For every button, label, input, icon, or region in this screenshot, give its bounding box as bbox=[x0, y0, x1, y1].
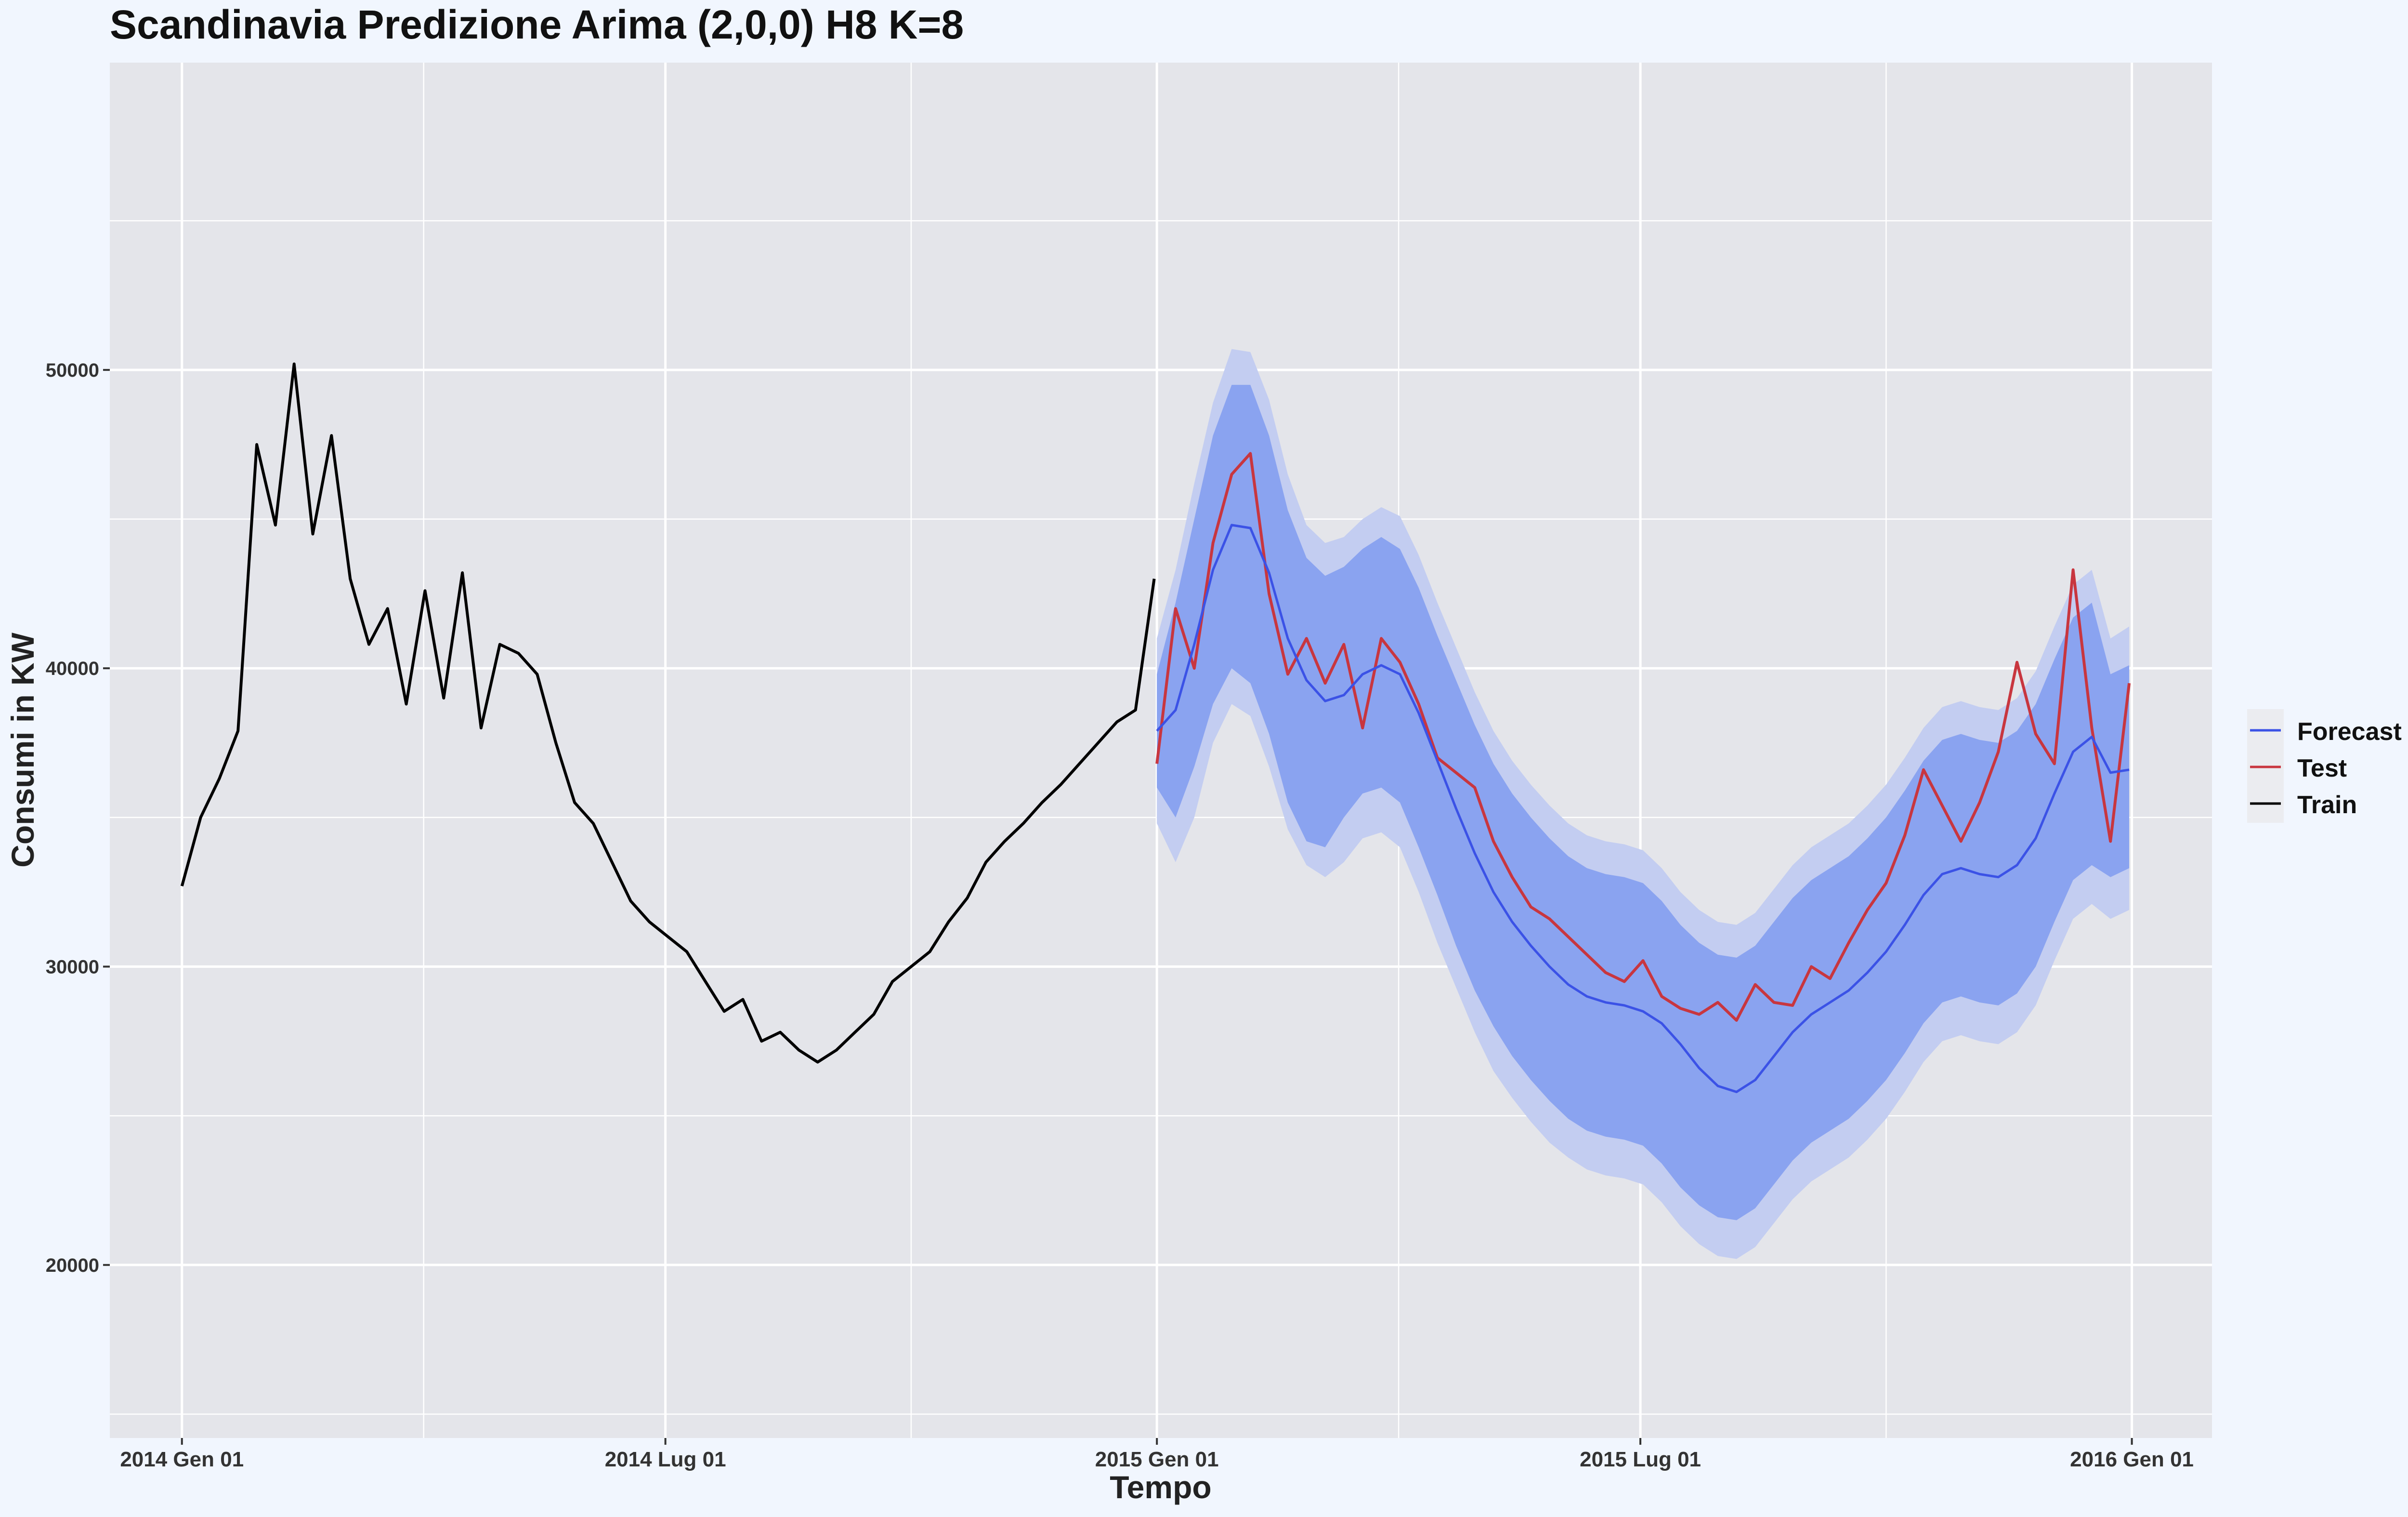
legend-item-train: Train bbox=[2250, 791, 2357, 819]
series-line-forecast bbox=[1156, 524, 2130, 1094]
series-lines bbox=[180, 362, 2131, 1094]
y-tick-label: 30000 bbox=[46, 956, 99, 977]
legend-label-test: Test bbox=[2297, 754, 2347, 782]
legend-label-forecast: Forecast bbox=[2297, 718, 2402, 746]
y-tick-label: 50000 bbox=[46, 360, 99, 381]
x-tick-label: 2014 Lug 01 bbox=[605, 1448, 726, 1471]
series-line-test bbox=[1155, 452, 2131, 1022]
x-axis-ticks: 2014 Gen 01 2014 Lug 01 2015 Gen 01 2015 Lu… bbox=[120, 1438, 2194, 1471]
x-axis-title: Tempo bbox=[1110, 1469, 1211, 1505]
y-axis-title: Consumi in KW bbox=[5, 632, 40, 867]
chart-title: Scandinavia Predizione Arima (2,0,0) H8 … bbox=[110, 2, 964, 47]
x-tick-label: 2015 Lug 01 bbox=[1580, 1448, 1701, 1471]
x-tick-label: 2015 Gen 01 bbox=[1095, 1448, 1219, 1471]
x-tick-label: 2014 Gen 01 bbox=[120, 1448, 244, 1471]
interval-80-band bbox=[1157, 384, 2130, 1220]
prediction-intervals bbox=[1157, 349, 2130, 1259]
y-axis-ticks: 20000 30000 40000 50000 bbox=[46, 360, 110, 1276]
y-tick-label: 20000 bbox=[46, 1255, 99, 1276]
x-tick-label: 2016 Gen 01 bbox=[2070, 1448, 2194, 1471]
legend-item-forecast: Forecast bbox=[2250, 718, 2402, 746]
legend: Forecast Test Train bbox=[2247, 709, 2402, 823]
y-tick-label: 40000 bbox=[46, 658, 99, 679]
series-line-train bbox=[180, 362, 1156, 1064]
legend-item-test: Test bbox=[2250, 754, 2347, 782]
legend-label-train: Train bbox=[2297, 791, 2357, 819]
